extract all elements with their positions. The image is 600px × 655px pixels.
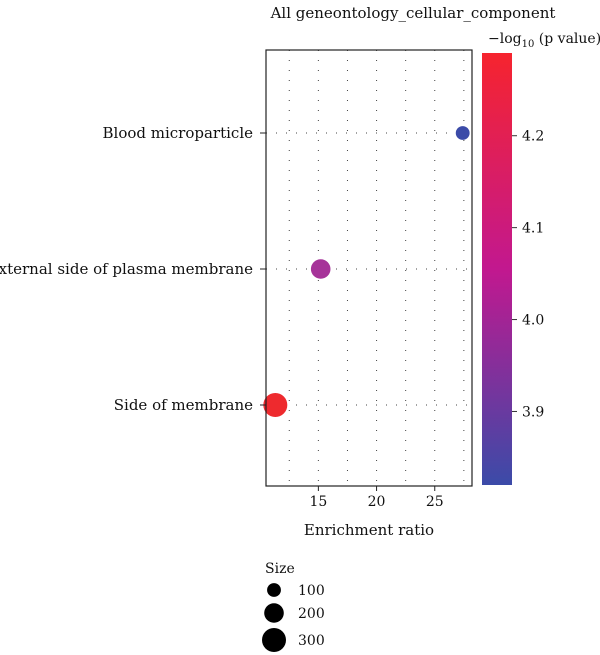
- grid-lines: [266, 50, 472, 486]
- size-legend-title: Size: [265, 561, 295, 577]
- plot-frame: [265, 49, 473, 487]
- colorbar: [482, 53, 512, 485]
- size-legend-dot: [267, 583, 281, 597]
- x-tick-label: 15: [309, 494, 327, 510]
- size-legend: 100 200 300: [262, 583, 325, 652]
- chart-title: All geneontology_cellular_component: [270, 4, 556, 22]
- x-tick-label: 20: [368, 494, 386, 510]
- data-point: [263, 393, 288, 417]
- category-label: External side of plasma membrane: [0, 260, 253, 278]
- colorbar-tick-label: 4.2: [522, 129, 544, 145]
- category-label: Blood microparticle: [103, 124, 254, 142]
- size-legend-label: 100: [298, 583, 325, 599]
- x-axis-label: Enrichment ratio: [304, 521, 434, 539]
- size-legend-label: 200: [298, 606, 325, 622]
- x-tick-label: 25: [426, 494, 444, 510]
- colorbar-tick-label: 4.1: [522, 221, 544, 237]
- size-legend-label: 300: [298, 633, 325, 649]
- colorbar-ticks: 3.9 4.0 4.1 4.2: [512, 129, 544, 420]
- colorbar-tick-label: 4.0: [522, 313, 544, 329]
- colorbar-tick-label: 3.9: [522, 404, 544, 420]
- data-points: [263, 126, 470, 417]
- data-point: [455, 126, 470, 140]
- category-labels: Blood microparticle External side of plas…: [0, 124, 266, 414]
- data-point: [310, 259, 331, 279]
- colorbar-title: −log10 (p value): [488, 31, 600, 50]
- category-label: Side of membrane: [114, 396, 253, 414]
- size-legend-dot: [262, 628, 286, 652]
- size-legend-dot: [264, 603, 284, 623]
- x-axis-ticks: 15 20 25: [309, 486, 444, 510]
